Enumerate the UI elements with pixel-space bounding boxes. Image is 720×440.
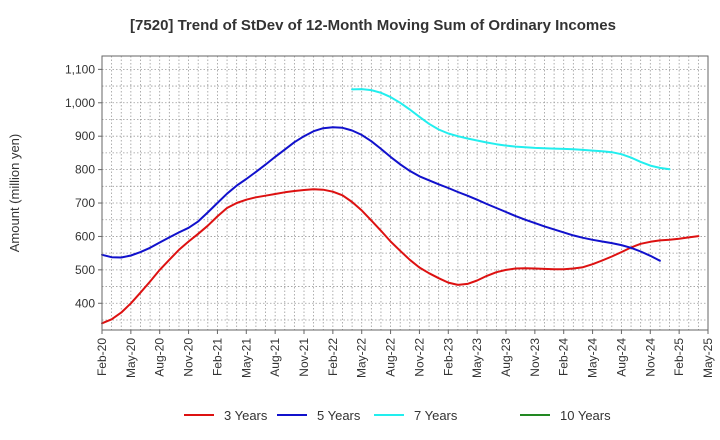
x-tick-label: Aug-22: [384, 338, 398, 377]
y-tick-label: 1,100: [65, 62, 95, 76]
x-tick-label: Feb-20: [95, 338, 109, 376]
y-axis-label: Amount (million yen): [7, 134, 22, 253]
x-tick-label: Feb-21: [210, 338, 224, 376]
legend-label-3-years: 3 Years: [224, 408, 268, 423]
x-tick-label: Feb-24: [557, 338, 571, 376]
x-tick-label: Feb-25: [672, 338, 686, 376]
x-tick-label: Nov-21: [297, 338, 311, 377]
y-tick-label: 400: [75, 296, 95, 310]
legend: 3 Years 5 Years 7 Years 10 Years: [184, 408, 611, 423]
series-line-5-years: [101, 126, 661, 262]
x-tick-label: May-21: [239, 338, 253, 378]
legend-label-10-years: 10 Years: [560, 408, 611, 423]
series-lines: [101, 88, 700, 325]
grid: [102, 56, 708, 330]
x-tick-label: Aug-24: [614, 338, 628, 377]
x-tick-label: Nov-22: [412, 338, 426, 377]
x-tick-label: May-25: [701, 338, 715, 378]
y-tick-label: 800: [75, 163, 95, 177]
y-tick-label: 500: [75, 263, 95, 277]
x-tick-label: Nov-23: [528, 338, 542, 377]
x-axis-ticks: Feb-20 May-20 Aug-20 Nov-20 Feb-21 May-21 Aug-…: [95, 330, 715, 378]
legend-label-5-years: 5 Years: [317, 408, 361, 423]
x-tick-label: Aug-23: [499, 338, 513, 377]
series-line-7-years: [351, 88, 671, 171]
x-tick-label: May-22: [355, 338, 369, 378]
x-tick-label: May-20: [124, 338, 138, 378]
x-tick-label: May-24: [586, 338, 600, 378]
y-tick-label: 700: [75, 196, 95, 210]
x-tick-label: Nov-20: [182, 338, 196, 377]
y-tick-label: 600: [75, 229, 95, 243]
chart-title: [7520] Trend of StDev of 12-Month Moving…: [130, 17, 616, 34]
x-tick-label: Aug-20: [153, 338, 167, 377]
y-axis-ticks: 400 500 600 700 800 900 1,000 1,100: [65, 62, 102, 310]
x-tick-label: Aug-21: [268, 338, 282, 377]
series-line-3-years: [101, 188, 700, 325]
y-tick-label: 1,000: [65, 96, 95, 110]
x-tick-label: Feb-22: [326, 338, 340, 376]
x-tick-label: May-23: [470, 338, 484, 378]
x-tick-label: Feb-23: [441, 338, 455, 376]
y-tick-label: 900: [75, 129, 95, 143]
plot-area-frame: [101, 55, 709, 331]
legend-label-7-years: 7 Years: [414, 408, 458, 423]
x-tick-label: Nov-24: [643, 338, 657, 377]
